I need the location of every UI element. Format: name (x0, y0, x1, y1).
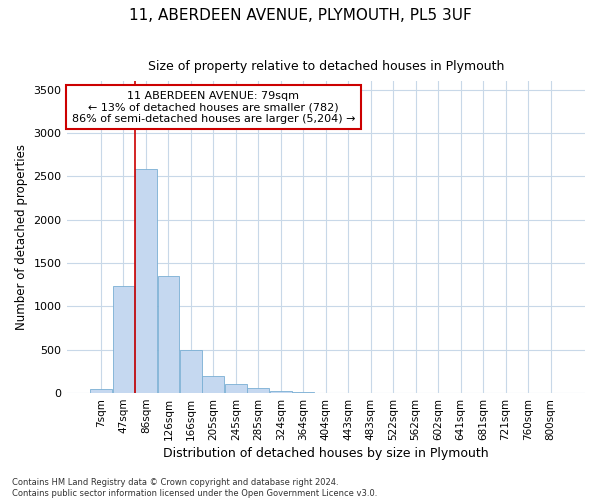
X-axis label: Distribution of detached houses by size in Plymouth: Distribution of detached houses by size … (163, 447, 488, 460)
Bar (158, 276, 179, 393)
Bar (113, 286, 134, 393)
Bar (180, 350, 202, 393)
Title: Size of property relative to detached houses in Plymouth: Size of property relative to detached ho… (148, 60, 504, 73)
Bar (270, 391, 292, 393)
Bar (135, 170, 157, 393)
Bar (90, 388, 112, 393)
Bar (247, 388, 269, 393)
Y-axis label: Number of detached properties: Number of detached properties (15, 144, 28, 330)
Text: Contains HM Land Registry data © Crown copyright and database right 2024.
Contai: Contains HM Land Registry data © Crown c… (12, 478, 377, 498)
Bar (202, 376, 224, 393)
Bar (225, 384, 247, 393)
Text: 11, ABERDEEN AVENUE, PLYMOUTH, PL5 3UF: 11, ABERDEEN AVENUE, PLYMOUTH, PL5 3UF (128, 8, 472, 22)
Text: 11 ABERDEEN AVENUE: 79sqm
← 13% of detached houses are smaller (782)
86% of semi: 11 ABERDEEN AVENUE: 79sqm ← 13% of detac… (71, 90, 355, 124)
Bar (292, 392, 314, 393)
